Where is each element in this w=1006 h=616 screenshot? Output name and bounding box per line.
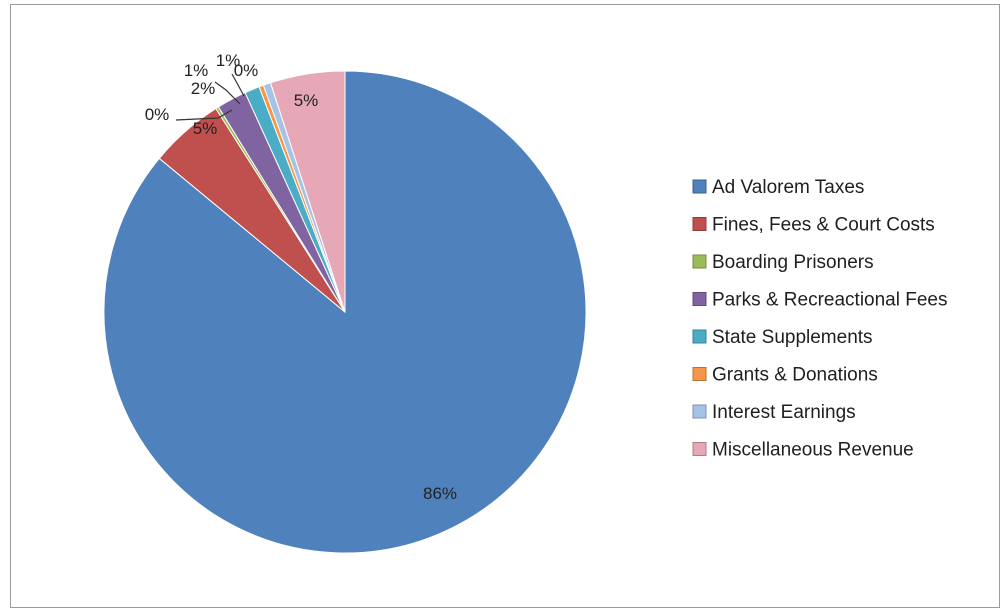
leader-lines (175, 73, 245, 121)
legend-label-grants-donations: Grants & Donations (712, 365, 878, 386)
legend-label-ad-valorem-taxes: Ad Valorem Taxes (712, 177, 864, 198)
legend-label-interest-earnings: Interest Earnings (712, 402, 856, 423)
legend-label-state-supplements: State Supplements (712, 327, 873, 348)
data-label-ad-valorem-taxes: 86% (423, 484, 457, 503)
legend-swatch-parks-recreactional-fees (692, 292, 707, 306)
legend-label-fines-fees-court-costs: Fines, Fees & Court Costs (712, 215, 935, 236)
legend-swatch-state-supplements (692, 329, 707, 344)
legend-swatch-ad-valorem-taxes (692, 179, 707, 194)
legend-swatch-interest-earnings (692, 404, 707, 419)
legend-swatch-miscellaneous-revenue (692, 442, 707, 456)
data-labels: 86%5%0%2%1% 0%1%5% (145, 51, 457, 503)
slice-miscellaneous-revenue (269, 70, 346, 313)
legend-swatch-boarding-prisoners (692, 254, 707, 269)
leader-line-boarding-prisoners (175, 109, 233, 121)
legend-label-boarding-prisoners: Boarding Prisoners (712, 252, 874, 273)
legend-swatch-fines-fees-court-costs (692, 217, 707, 231)
data-label-boarding-prisoners: 0% (145, 105, 170, 124)
pie-slices (103, 70, 587, 554)
legend-swatch-grants-donations (692, 367, 707, 381)
data-label-fines-fees-court-costs: 5% (193, 119, 218, 138)
legend-label-miscellaneous-revenue: Miscellaneous Revenue (712, 440, 914, 461)
data-label-parks-recreactional-fees: 2% (191, 79, 216, 98)
legend: Ad Valorem Taxes Fines, Fees & Court Cost… (692, 177, 948, 461)
legend-label-parks-recreactional-fees: Parks & Recreactional Fees (712, 290, 948, 311)
data-label-miscellaneous-revenue: 5% (294, 91, 319, 110)
leader-line-state-supplements (214, 81, 241, 105)
data-label-grants-donations: 0% (234, 61, 259, 80)
data-label-state-supplements: 1% (184, 61, 209, 80)
leader-line-interest-earnings (231, 73, 245, 97)
data-label-interest-earnings: 1% (216, 51, 241, 70)
